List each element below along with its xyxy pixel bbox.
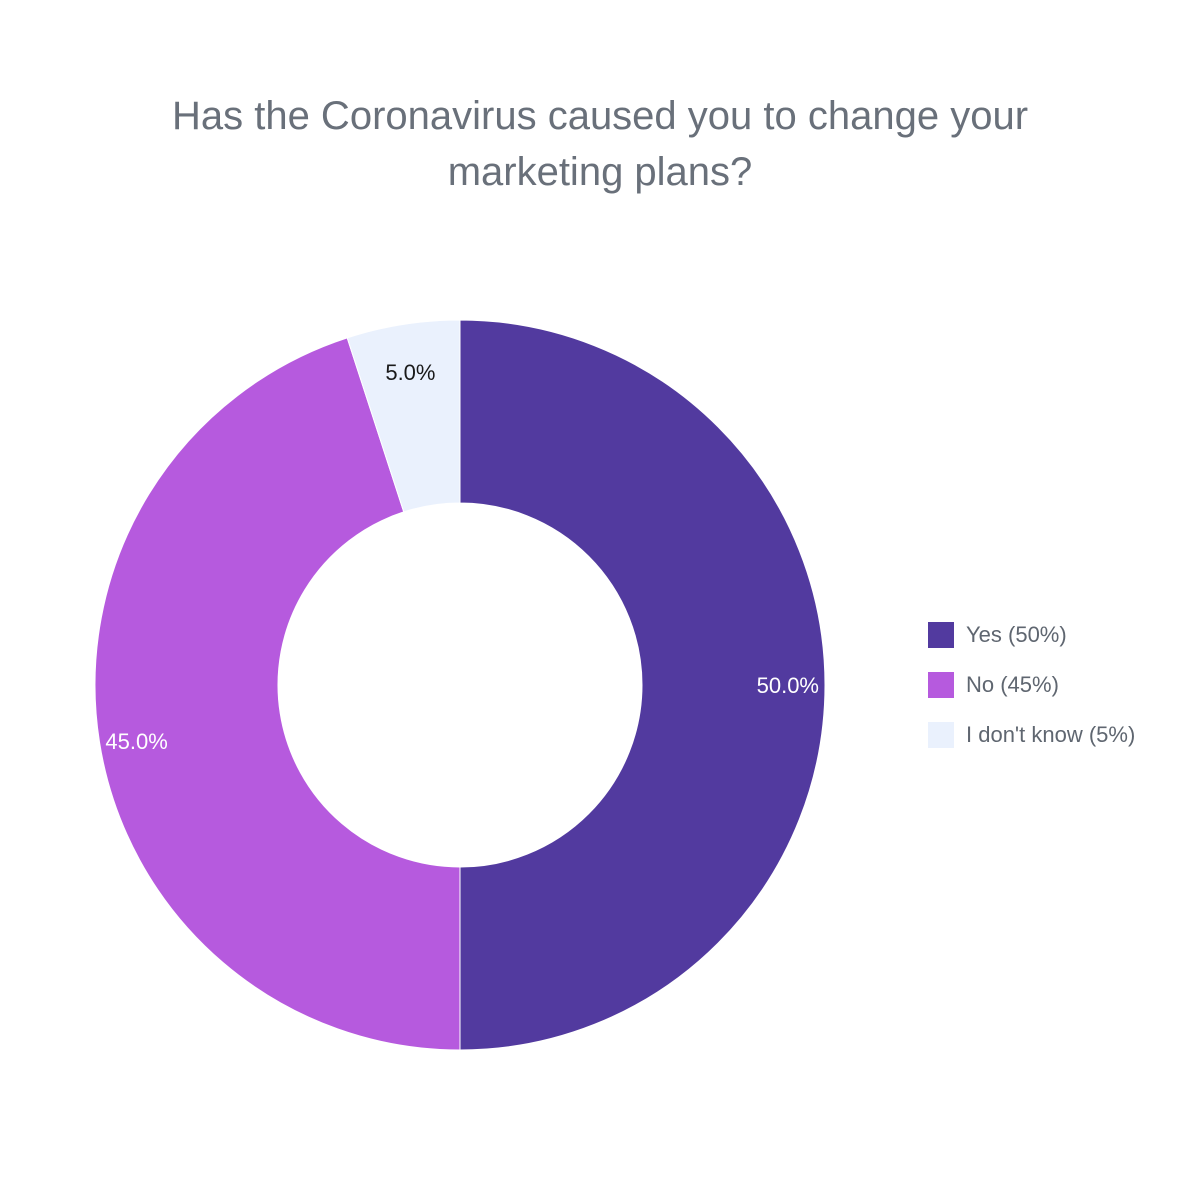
legend-item-yes[interactable]: Yes (50%) — [928, 610, 1135, 660]
slice-dont-know[interactable] — [346, 319, 461, 513]
legend-swatch-yes — [928, 622, 954, 648]
chart-title: Has the Coronavirus caused you to change… — [0, 88, 1200, 200]
slice-label-no: 45.0% — [105, 729, 167, 754]
legend-label-no: No (45%) — [966, 672, 1059, 697]
legend-label-dont-know: I don't know (5%) — [966, 722, 1136, 747]
legend-item-no[interactable]: No (45%) — [928, 660, 1135, 710]
slice-label-yes: 50.0% — [757, 673, 819, 698]
slice-label-dont-know: 5.0% — [385, 360, 435, 385]
chart-title-line-1: Has the Coronavirus caused you to change… — [171, 94, 1029, 138]
legend-label-yes: Yes (50%) — [966, 622, 1067, 647]
legend-item-dont-know[interactable]: I don't know (5%) — [928, 710, 1135, 760]
slice-no[interactable] — [94, 337, 461, 1051]
chart-title-line-2: marketing plans? — [447, 150, 753, 194]
legend-swatch-no — [928, 672, 954, 698]
slice-yes[interactable] — [459, 319, 826, 1051]
chart-legend: Yes (50%) No (45%) I don't know (5%) — [928, 610, 1135, 760]
legend-swatch-dont-know — [928, 722, 954, 748]
